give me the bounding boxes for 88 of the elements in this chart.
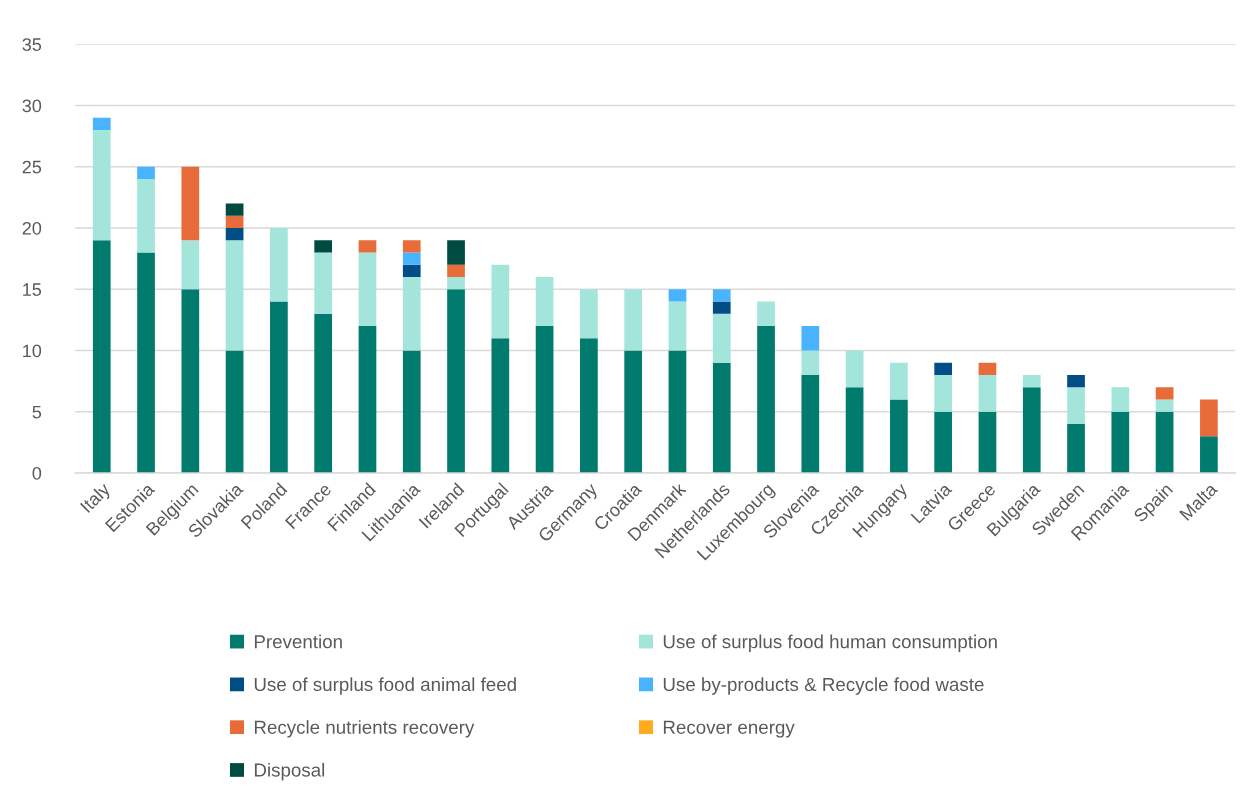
bar — [624, 350, 643, 474]
y-tick-label: 0 — [32, 466, 42, 480]
bar — [801, 326, 820, 351]
legend-label: Recycle nutrients recovery — [254, 720, 475, 738]
bar — [1067, 375, 1085, 388]
legend-label: Recover energy — [663, 720, 795, 738]
y-tick-label: 35 — [22, 38, 42, 51]
bar — [757, 326, 775, 474]
bar — [1067, 424, 1085, 474]
bar — [580, 338, 598, 474]
bar — [1155, 411, 1174, 474]
bar — [92, 240, 111, 474]
bar — [668, 350, 687, 474]
bar — [314, 313, 333, 474]
legend-label: Prevention — [254, 634, 342, 649]
bar — [270, 228, 288, 302]
y-tick-label: 15 — [23, 283, 42, 296]
bar — [1200, 436, 1218, 474]
bar — [535, 277, 554, 327]
legend-label: Disposal — [254, 762, 325, 781]
bar — [845, 387, 864, 474]
bar — [447, 277, 465, 290]
bar — [314, 252, 333, 314]
bar — [225, 228, 244, 241]
y-tick-label: 30 — [22, 99, 42, 113]
bar — [535, 326, 554, 474]
bar — [934, 411, 953, 474]
y-tick-label: 10 — [23, 344, 42, 358]
bar — [668, 301, 687, 351]
legend-label: Use by-products & Recycle food waste — [663, 677, 984, 695]
bar — [757, 301, 775, 327]
bar — [712, 362, 731, 474]
bar — [934, 375, 953, 412]
bar — [181, 289, 200, 474]
legend-label: Use of surplus food human consumption — [663, 634, 997, 653]
bar — [225, 350, 244, 474]
bar — [137, 178, 155, 253]
bar — [580, 289, 598, 339]
bar — [225, 215, 244, 228]
bar — [402, 264, 421, 277]
bar — [845, 350, 864, 388]
bar — [1067, 387, 1085, 425]
y-tick-label: 20 — [22, 221, 42, 235]
bar — [402, 240, 421, 253]
bar — [712, 301, 731, 314]
bar — [801, 350, 820, 376]
bar — [358, 326, 377, 474]
bar — [137, 166, 155, 179]
bar — [402, 277, 421, 351]
bar — [92, 129, 111, 241]
bar — [801, 375, 820, 474]
bar — [1155, 387, 1174, 400]
bar — [137, 252, 155, 474]
bar — [1200, 399, 1218, 437]
bar — [712, 289, 731, 302]
bar — [358, 252, 377, 327]
bar — [890, 399, 908, 474]
bar — [447, 289, 465, 474]
bar — [624, 289, 643, 351]
bar — [270, 301, 288, 474]
y-tick-label: 25 — [22, 160, 42, 174]
bar — [1155, 399, 1174, 412]
bar — [1111, 387, 1130, 412]
bar — [978, 411, 997, 474]
bar — [1111, 411, 1130, 474]
bar — [181, 166, 200, 241]
y-tick-label: 5 — [32, 405, 42, 419]
bar — [1022, 387, 1041, 474]
bar — [890, 362, 908, 400]
bar — [402, 350, 421, 474]
bar — [92, 117, 111, 130]
bar — [447, 264, 465, 277]
bar — [978, 375, 997, 412]
bar — [225, 203, 244, 216]
bar — [1022, 375, 1041, 388]
bar — [934, 362, 953, 376]
bar — [668, 289, 687, 302]
bar — [491, 264, 510, 339]
bar — [314, 240, 333, 253]
bar — [712, 313, 731, 363]
bar — [225, 240, 244, 351]
bar — [402, 252, 421, 265]
legend-label: Use of surplus food animal feed — [254, 677, 516, 695]
bar — [491, 338, 510, 474]
bar — [181, 240, 200, 290]
bar — [978, 362, 997, 376]
bar — [358, 240, 377, 253]
bar — [447, 240, 465, 265]
